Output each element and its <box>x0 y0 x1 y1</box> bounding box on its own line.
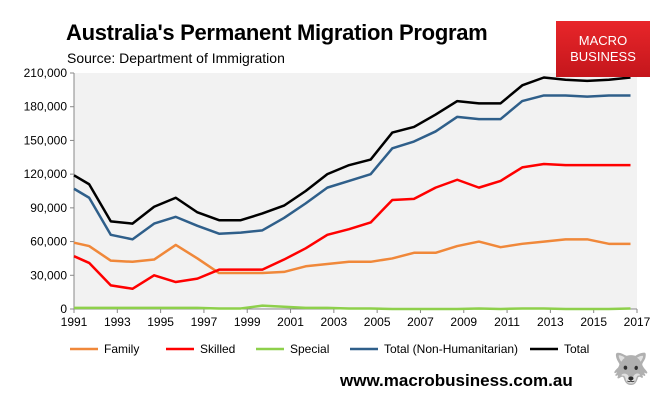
y-tick-label: 150,000 <box>24 133 68 147</box>
x-tick-label: 2003 <box>320 315 347 329</box>
series-line-family <box>73 238 631 275</box>
chart-subtitle: Source: Department of Immigration <box>67 50 285 66</box>
x-tick-label: 2013 <box>537 315 564 329</box>
y-tick-label: 210,000 <box>24 66 68 80</box>
wolf-logo-icon: 🐺 <box>612 353 650 386</box>
y-tick-label: 30,000 <box>30 268 67 282</box>
series-line-skilled <box>73 162 631 291</box>
x-tick-label: 1997 <box>191 315 218 329</box>
legend-label: Total <box>564 342 589 356</box>
x-tick-label: 2005 <box>364 315 391 329</box>
x-tick-label: 1993 <box>104 315 131 329</box>
chart-title: Australia's Permanent Migration Program <box>66 20 488 45</box>
logo-line1: MACRO <box>578 33 628 48</box>
y-tick-label: 120,000 <box>24 167 68 181</box>
x-tick-label: 2017 <box>624 315 651 329</box>
legend-label: Skilled <box>200 342 235 356</box>
legend-label: Special <box>290 342 329 356</box>
series-line-total-non-humanitarian- <box>73 94 631 241</box>
x-tick-label: 1995 <box>147 315 174 329</box>
x-tick-label: 2007 <box>407 315 434 329</box>
plot-area <box>74 73 637 309</box>
footer-url: www.macrobusiness.com.au <box>340 371 573 390</box>
y-tick-label: 60,000 <box>30 235 67 249</box>
macrobusiness-logo: MACRO BUSINESS <box>556 21 650 77</box>
legend-label: Family <box>104 342 139 356</box>
y-tick-label: 0 <box>60 302 67 316</box>
series-line-total <box>73 76 631 225</box>
y-tick-label: 180,000 <box>24 100 68 114</box>
x-tick-label: 2011 <box>494 315 520 329</box>
x-tick-label: 2015 <box>580 315 607 329</box>
series-line-special <box>74 304 631 311</box>
logo-line2: BUSINESS <box>570 49 636 64</box>
legend-label: Total (Non-Humanitarian) <box>384 342 518 356</box>
x-tick-label: 1999 <box>234 315 261 329</box>
x-tick-label: 1991 <box>61 315 88 329</box>
x-tick-label: 2009 <box>450 315 477 329</box>
x-tick-label: 2001 <box>277 315 304 329</box>
y-tick-label: 90,000 <box>30 201 67 215</box>
